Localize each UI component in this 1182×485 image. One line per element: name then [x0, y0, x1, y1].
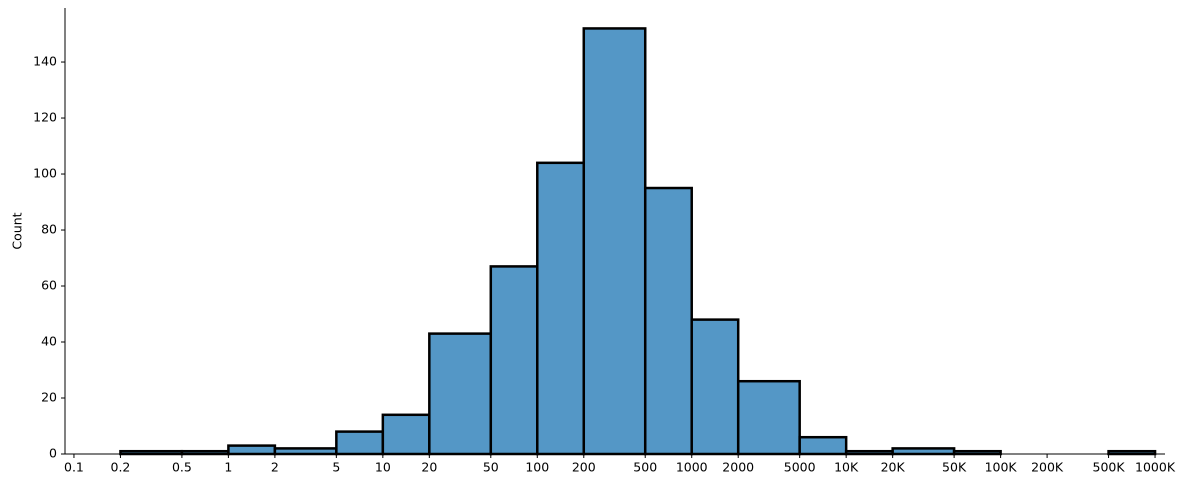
y-tick-label: 100: [33, 166, 57, 181]
x-tick-label: 200: [572, 460, 596, 475]
y-tick-label: 80: [41, 222, 57, 237]
x-tick-label: 10: [375, 460, 391, 475]
bar: [227, 444, 277, 456]
bar: [891, 447, 956, 456]
bar: [428, 332, 493, 456]
y-tick-label: 120: [33, 110, 57, 125]
bar: [489, 265, 539, 456]
x-tick-label: 1000K: [1135, 460, 1176, 475]
x-tick-label: 100K: [985, 460, 1018, 475]
bar: [798, 435, 848, 456]
x-tick-label: 1: [224, 460, 232, 475]
bar: [736, 379, 801, 456]
y-tick-label: 20: [41, 390, 57, 405]
x-tick-label: 100: [525, 460, 549, 475]
x-tick-label: 10K: [834, 460, 859, 475]
x-tick-label: 5000: [784, 460, 816, 475]
x-tick-label: 0.1: [64, 460, 84, 475]
x-tick-label: 0.5: [172, 460, 192, 475]
x-tick-label: 2: [271, 460, 279, 475]
bar: [643, 186, 693, 456]
x-tick-label: 2000: [722, 460, 754, 475]
bar: [582, 27, 647, 456]
x-tick-label: 500: [633, 460, 657, 475]
x-tick-label: 1000: [676, 460, 708, 475]
y-axis-label: Count: [10, 212, 25, 249]
x-tick-label: 5: [332, 460, 340, 475]
x-tick-label: 200K: [1031, 460, 1064, 475]
x-tick-label: 50: [483, 460, 499, 475]
x-tick-label: 500K: [1093, 460, 1126, 475]
y-tick-label: 0: [49, 446, 57, 461]
bar: [536, 161, 586, 456]
x-tick-label: 20: [421, 460, 437, 475]
bar: [335, 430, 385, 456]
y-tick-label: 40: [41, 334, 57, 349]
x-tick-label: 20K: [881, 460, 906, 475]
bar: [273, 447, 338, 456]
bar: [690, 318, 740, 456]
y-tick-label: 140: [33, 54, 57, 69]
y-tick-label: 60: [41, 278, 57, 293]
x-tick-label: 50K: [942, 460, 967, 475]
bar: [381, 413, 431, 456]
x-tick-label: 0.2: [111, 460, 131, 475]
